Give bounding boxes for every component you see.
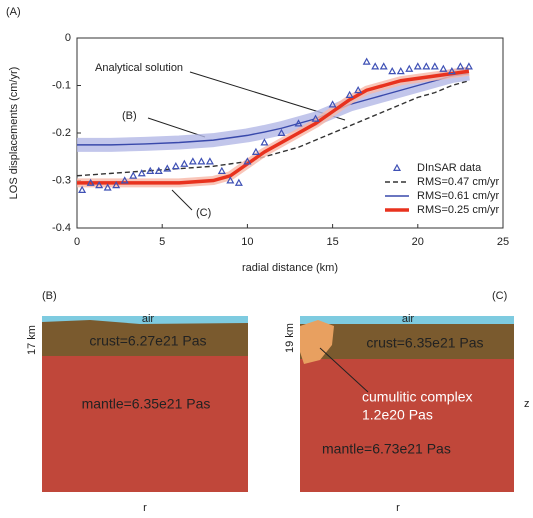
complex-arrow [319, 347, 369, 393]
data-point [103, 183, 112, 191]
data-point [464, 62, 473, 70]
y-tick-label: -0.4 [52, 222, 71, 234]
data-point [422, 62, 431, 70]
mantle-label: mantle=6.73e21 Pas [322, 441, 451, 457]
data-point [234, 178, 243, 186]
data-point [456, 62, 465, 70]
x-tick-label: 20 [412, 236, 424, 248]
y-axis-label: LOS displacements (cm/yr) [8, 67, 20, 200]
data-point [251, 147, 260, 155]
panel-label: (C) [492, 290, 507, 302]
crust-layer [42, 322, 248, 356]
data-point [205, 157, 214, 165]
annotation: (C) [196, 207, 211, 219]
surface [42, 320, 248, 326]
data-point [430, 62, 439, 70]
data-point [328, 100, 337, 108]
data-point [243, 157, 252, 165]
crust-layer [300, 322, 514, 359]
data-point [379, 62, 388, 70]
crust-label: crust=6.35e21 Pas [366, 335, 483, 351]
legend-label: DInSAR data [417, 162, 482, 174]
legend-label: RMS=0.47 cm/yr [417, 176, 500, 188]
data-point [345, 90, 354, 98]
legend-label: RMS=0.25 cm/yr [417, 204, 500, 216]
data-point [137, 169, 146, 177]
data-point [154, 166, 163, 174]
data-point [180, 159, 189, 167]
y-tick-label: 0 [65, 32, 71, 44]
complex-label: cumulitic complex [362, 389, 472, 405]
depth-label: 19 km [284, 323, 296, 353]
legend-symbol [392, 163, 402, 171]
data-point [120, 176, 129, 184]
x-tick-label: 15 [326, 236, 338, 248]
crust-label: crust=6.27e21 Pas [89, 333, 206, 349]
data-point [447, 67, 456, 75]
data-point [354, 86, 363, 94]
data-point [405, 64, 414, 72]
data-point [371, 62, 380, 70]
data-point [86, 178, 95, 186]
data-point [171, 162, 180, 170]
data-point [226, 176, 235, 184]
depth-label: 17 km [26, 325, 38, 355]
data-point [78, 185, 87, 193]
z-label: z [524, 398, 530, 410]
annotation: Analytical solution [95, 62, 183, 74]
data-point [146, 166, 155, 174]
series-line [76, 80, 470, 177]
r-label: r [396, 502, 400, 514]
data-point [129, 171, 138, 179]
x-tick-label: 25 [497, 236, 509, 248]
data-point [396, 67, 405, 75]
air-layer [300, 316, 514, 324]
x-tick-label: 0 [74, 236, 80, 248]
annotation: (B) [122, 110, 137, 122]
data-point [311, 114, 320, 122]
data-point [197, 157, 206, 165]
mantle-label: mantle=6.35e21 Pas [82, 396, 211, 412]
data-point [362, 57, 371, 65]
air-label: air [402, 313, 415, 325]
y-tick-label: -0.1 [52, 79, 71, 91]
x-axis-label: radial distance (km) [242, 262, 338, 274]
x-tick-label: 10 [241, 236, 253, 248]
data-point [439, 64, 448, 72]
r-label: r [143, 502, 147, 514]
complex-label: 1.2e20 Pas [362, 407, 433, 423]
y-tick-label: -0.2 [52, 127, 71, 139]
data-point [260, 138, 269, 146]
panel-label: (B) [42, 290, 57, 302]
data-point [294, 119, 303, 127]
panel-label: (A) [6, 6, 21, 18]
data-point [277, 128, 286, 136]
data-point [112, 181, 121, 189]
series-line [77, 69, 470, 185]
data-point [188, 157, 197, 165]
series-line [77, 72, 470, 146]
data-point [388, 67, 397, 75]
data-point [413, 62, 422, 70]
y-tick-label: -0.3 [52, 174, 71, 186]
air-label: air [142, 313, 155, 325]
data-point [217, 166, 226, 174]
air-layer [42, 316, 248, 324]
data-point [95, 181, 104, 189]
data-point [163, 164, 172, 172]
x-tick-label: 5 [159, 236, 165, 248]
legend-label: RMS=0.61 cm/yr [417, 190, 500, 202]
